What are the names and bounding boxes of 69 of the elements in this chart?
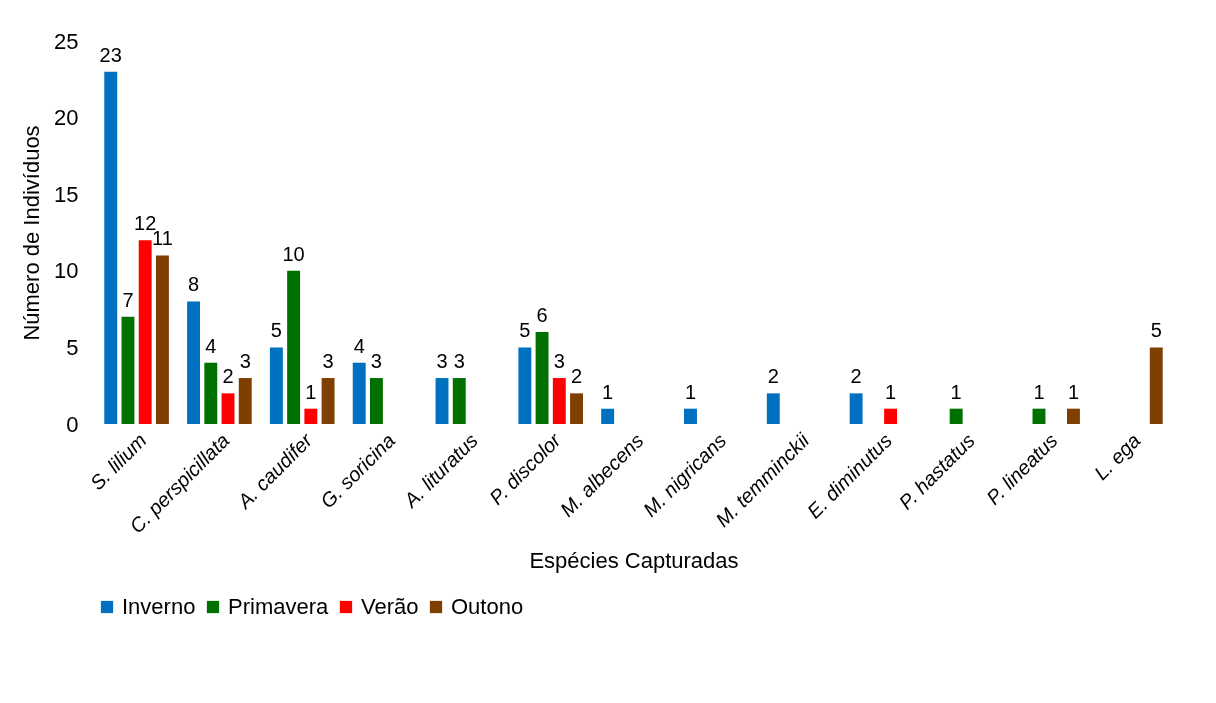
legend-label: Inverno	[122, 594, 196, 619]
data-label: 3	[370, 350, 382, 373]
data-label: 1	[684, 380, 697, 403]
data-label: 1	[602, 380, 614, 403]
data-label: 4	[353, 334, 365, 357]
bar	[884, 408, 898, 424]
data-label: 5	[519, 319, 531, 342]
y-tick-label: 0	[66, 411, 79, 437]
bar	[155, 255, 169, 424]
bar	[552, 378, 566, 424]
data-label: 4	[205, 334, 217, 357]
data-label: 3	[239, 350, 251, 373]
data-label: 2	[570, 365, 583, 388]
bar	[352, 362, 366, 424]
data-label: 8	[188, 273, 200, 296]
data-label: 1	[1033, 380, 1045, 403]
data-label: 2	[767, 365, 779, 388]
bar	[104, 71, 118, 424]
bar	[287, 270, 301, 424]
bar	[849, 393, 863, 424]
data-label: 3	[436, 350, 448, 373]
data-label: 23	[99, 43, 122, 66]
data-label: 10	[282, 242, 305, 265]
data-label: 5	[270, 319, 282, 342]
bar	[187, 301, 201, 424]
bar	[369, 378, 383, 424]
bar	[601, 408, 615, 424]
data-label: 2	[222, 365, 234, 388]
bar	[221, 393, 235, 424]
bar	[1032, 408, 1046, 424]
bar	[518, 347, 532, 424]
y-tick-label: 15	[54, 181, 79, 207]
bar	[138, 240, 152, 424]
bar	[121, 316, 135, 424]
bar	[766, 393, 780, 424]
bar	[1066, 408, 1080, 424]
data-label: 3	[322, 350, 334, 373]
y-tick-label: 5	[66, 334, 79, 360]
bar	[570, 393, 583, 424]
bar	[269, 347, 283, 424]
x-axis-title: Espécies Capturadas	[529, 548, 739, 574]
data-label: 2	[850, 365, 862, 388]
bar	[684, 408, 697, 424]
data-label: 1	[885, 380, 897, 403]
bar	[304, 408, 318, 424]
data-label: 6	[536, 304, 548, 327]
data-label: 3	[553, 350, 565, 373]
bar	[238, 378, 252, 424]
data-label: 1	[305, 380, 317, 403]
y-axis-title: Número de Indivíduos	[19, 125, 45, 341]
y-tick-label: 20	[54, 105, 79, 131]
x-tick-label: L. ega	[1089, 429, 1145, 484]
bar	[1149, 347, 1163, 424]
y-tick-label: 25	[54, 28, 79, 54]
legend-label: Outono	[451, 594, 524, 619]
bar	[435, 378, 449, 424]
bar	[204, 362, 218, 424]
data-label: 5	[1150, 319, 1162, 342]
data-label: 7	[122, 288, 134, 311]
bar	[949, 408, 963, 424]
bar	[321, 378, 335, 424]
y-tick-label: 10	[54, 258, 79, 284]
legend-label: Primavera	[228, 594, 330, 619]
data-label: 3	[453, 350, 465, 373]
data-label: 1	[1067, 380, 1079, 403]
legend-label: Verão	[361, 594, 419, 619]
bar	[535, 332, 549, 424]
bar	[452, 378, 466, 424]
data-label: 1	[950, 380, 962, 403]
